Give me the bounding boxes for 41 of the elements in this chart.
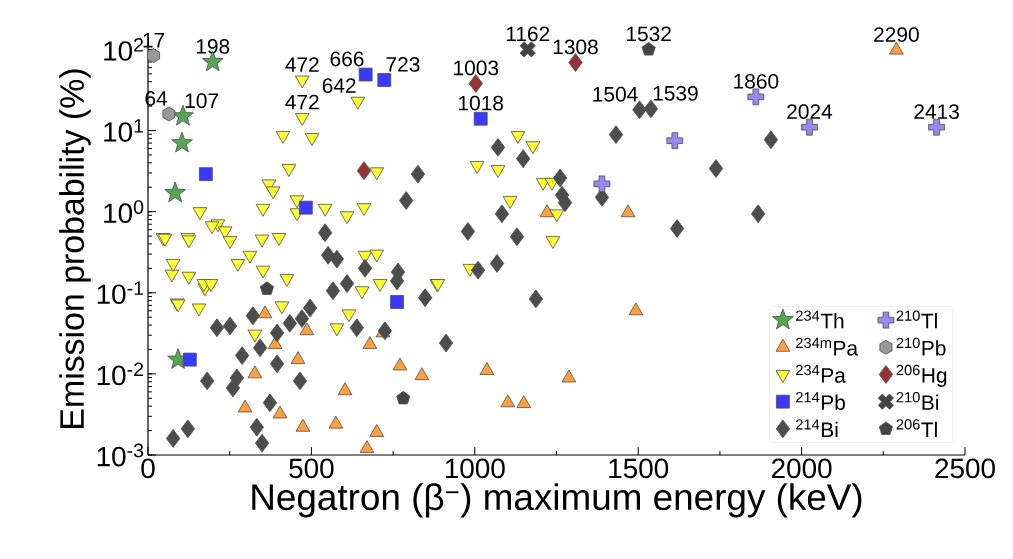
annotation: 2290	[874, 27, 919, 42]
annotation: 17	[143, 33, 165, 48]
annotation: 107	[185, 93, 219, 109]
legend-label: $^{234}$Th	[796, 310, 844, 329]
legend-label: $^{234m}$Pa	[796, 337, 859, 356]
annotation: 472	[285, 94, 319, 110]
annotation: 1308	[553, 39, 598, 55]
annotation: 1539	[653, 85, 698, 101]
x-tick-label: 500	[289, 458, 334, 479]
x-tick-label: 1500	[609, 458, 669, 479]
annotation: 1532	[626, 26, 671, 42]
legend-label: $^{210}$Pb	[896, 337, 946, 356]
annotation: 2024	[787, 104, 833, 120]
annotation: 666	[330, 51, 364, 67]
y-tick-label: 10$^{-1}$	[97, 281, 144, 305]
legend-label: $^{210}$Bi	[896, 392, 939, 410]
annotation: 1003	[454, 60, 499, 76]
legend-label: $^{206}$Hg	[896, 364, 947, 387]
annotation: 198	[196, 39, 230, 54]
y-tick-label: 10$^{1}$	[104, 119, 144, 142]
annotation: 2413	[914, 104, 959, 120]
y-tick-label: 10$^{-2}$	[97, 362, 143, 386]
annotation: 1504	[593, 86, 638, 102]
y-axis-title: Emission probability (%)	[59, 69, 91, 428]
annotation: 1018	[459, 95, 504, 111]
y-tick-label: 10$^{0}$	[104, 200, 144, 224]
legend-label: $^{214}$Pb	[796, 392, 845, 410]
legend-label: $^{206}$Tl	[896, 419, 937, 437]
x-tick-label: 2000	[771, 458, 832, 479]
legend-label: $^{214}$Bi	[796, 419, 838, 437]
annotation: 723	[386, 57, 420, 72]
annotation: 472	[285, 57, 319, 72]
x-tick-label: 1000	[445, 458, 505, 479]
annotation: 1162	[506, 26, 550, 42]
legend-label: $^{234}$Pa	[796, 364, 846, 383]
x-tick-label: 2500	[935, 458, 995, 479]
legend-label: $^{210}$Tl	[896, 310, 937, 329]
annotation: 1860	[734, 73, 779, 89]
annotation: 642	[322, 78, 356, 94]
y-tick-label: 10$^{2}$	[104, 37, 143, 61]
x-axis-title: Negatron (β$^{−}$) maximum energy (keV)	[252, 483, 862, 518]
